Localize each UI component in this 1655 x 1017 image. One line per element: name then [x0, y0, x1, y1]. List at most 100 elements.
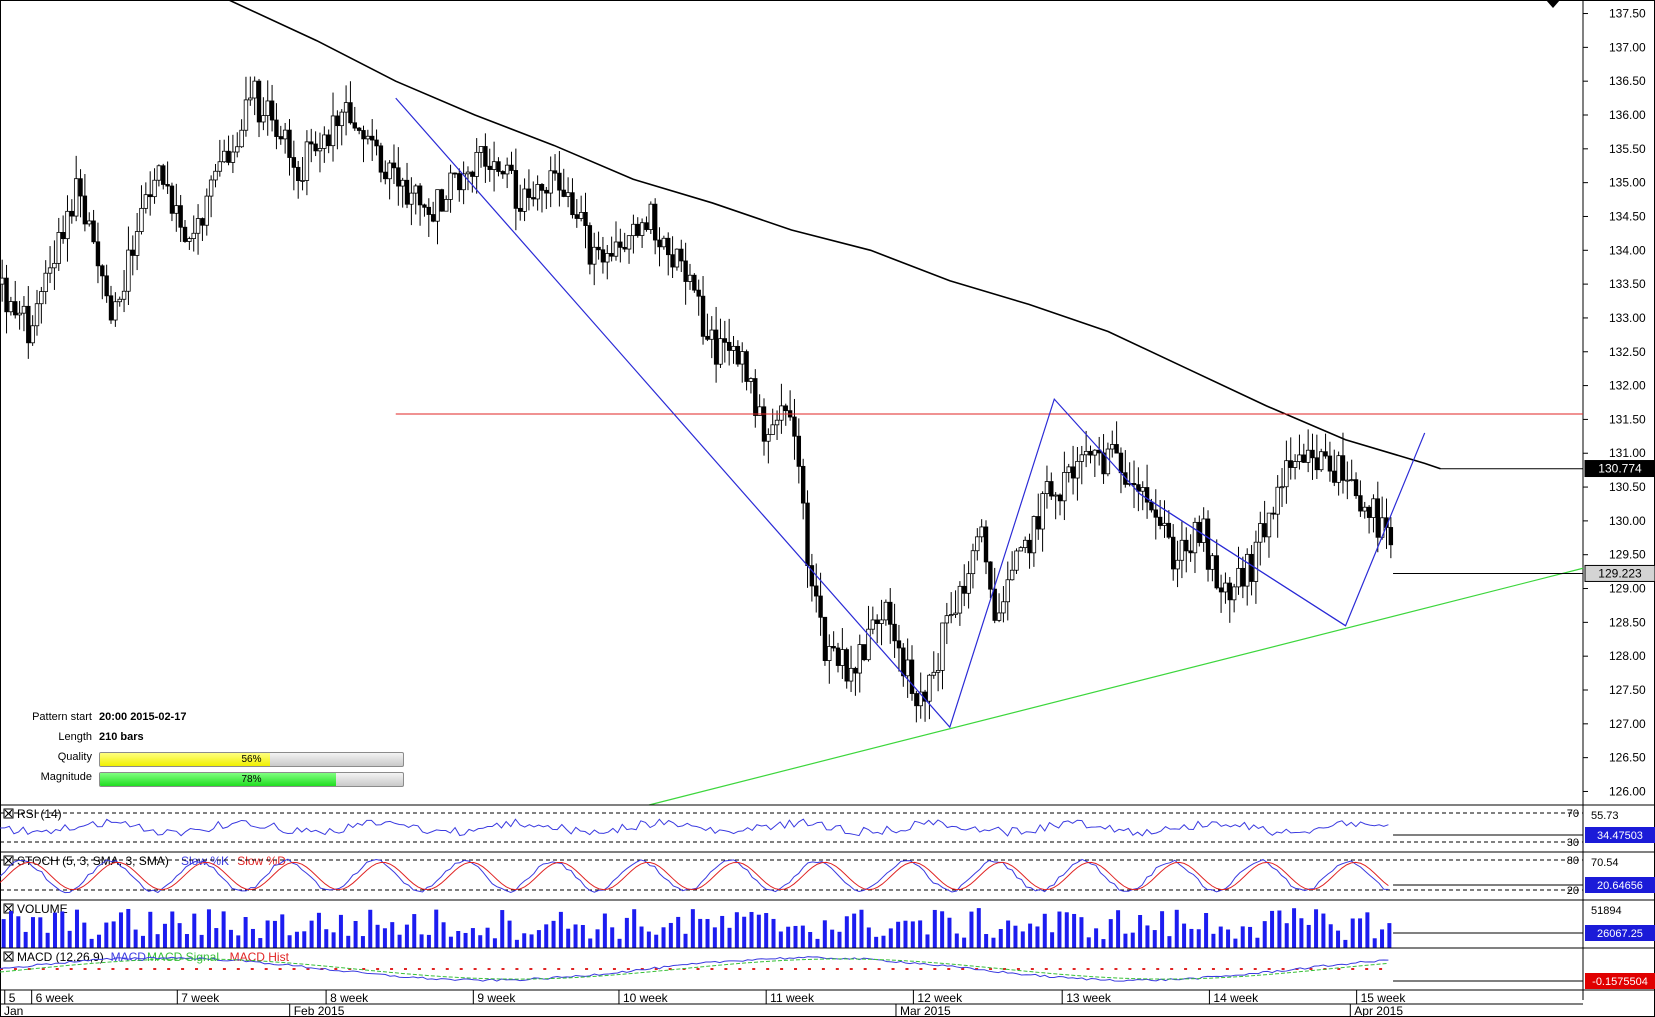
y-tick-label: 127.50: [1609, 683, 1646, 697]
candle-body: [313, 143, 318, 152]
macd-hist-bar: [417, 968, 421, 970]
volume-bar: [199, 934, 204, 948]
volume-bar: [1226, 929, 1231, 948]
volume-bar: [192, 913, 197, 948]
macd-hist-bar: [236, 968, 240, 970]
volume-bar: [903, 920, 908, 948]
y-tick-label: 128.50: [1609, 615, 1646, 629]
candle-body: [861, 644, 867, 661]
candle-body: [1001, 601, 1006, 614]
volume-bar: [654, 934, 659, 948]
candle-body: [1201, 518, 1206, 543]
candle-body: [1192, 521, 1198, 554]
volume-bar: [1299, 918, 1304, 948]
indicator-current-tag: [1585, 827, 1655, 843]
volume-bar: [162, 923, 167, 948]
candle-body: [687, 274, 693, 282]
candle-body: [230, 151, 236, 163]
macd-hist-bar: [306, 968, 310, 970]
indicator-label-volume: VOLUME: [17, 902, 68, 916]
candle-body: [1140, 487, 1145, 492]
macd-hist-bar: [1365, 968, 1369, 970]
candle-body: [34, 303, 40, 327]
volume-bar: [148, 911, 153, 948]
volume-bar: [1160, 911, 1165, 948]
pattern-quality-row: Quality 56%: [0, 748, 410, 768]
volume-bar: [793, 925, 798, 948]
volume-bar: [536, 930, 541, 948]
candle-body: [874, 619, 880, 624]
candle-body: [252, 80, 257, 99]
volume-bar: [830, 929, 835, 948]
macd-hist-bar: [849, 968, 853, 970]
volume-bars: [1, 908, 1392, 948]
volume-bar: [962, 937, 967, 948]
volume-bar: [925, 934, 930, 948]
candle-body: [1075, 460, 1080, 479]
macd-hist-bar: [181, 968, 185, 970]
week-label: 7 week: [181, 991, 220, 1005]
candle-body: [587, 225, 593, 265]
macd-hist-bar: [97, 968, 101, 970]
candle-body: [1349, 479, 1354, 482]
candle-body: [487, 165, 492, 170]
volume-bar: [82, 922, 87, 948]
candle-body: [1110, 444, 1115, 450]
volume-bar: [309, 920, 314, 948]
volume-bar: [1292, 908, 1297, 948]
candle-body: [465, 171, 471, 175]
candle-body: [979, 526, 984, 538]
candle-body: [622, 246, 627, 250]
y-tick-label: 127.00: [1609, 717, 1646, 731]
indicator-label-stoch: STOCH (5, 3, SMA, 3, SMA): [17, 854, 169, 868]
candle-body: [243, 99, 249, 131]
month-label: Apr 2015: [1354, 1004, 1403, 1017]
macd-signal-line: [0, 958, 1389, 980]
candle-body: [0, 277, 5, 285]
volume-bar: [1020, 931, 1025, 948]
magnitude-bar-fill: [100, 773, 337, 786]
moving-average-line: [227, 0, 1441, 470]
candle-body: [100, 265, 105, 277]
pattern-length-value: 210 bars: [99, 731, 144, 743]
candle-body: [82, 195, 88, 225]
candle-body: [448, 172, 453, 200]
quality-bar-value: 56%: [241, 754, 262, 765]
macd-hist-bar: [153, 968, 157, 970]
macd-hist-bar: [167, 968, 171, 970]
candle-body: [600, 249, 606, 263]
y-tick-label: 129.50: [1609, 548, 1646, 562]
candle-body: [1271, 512, 1276, 515]
macd-hist-bar: [1142, 968, 1146, 970]
macd-hist-bar: [961, 968, 965, 970]
volume-bar: [258, 938, 263, 948]
volume-bar: [16, 916, 21, 948]
candle-body: [770, 424, 775, 435]
volume-bar: [815, 938, 820, 948]
volume-bar: [485, 927, 490, 948]
y-tick-label: 132.00: [1609, 379, 1646, 393]
stoch-d-line: [0, 861, 1389, 891]
volume-bar: [1050, 932, 1055, 948]
y-tick-label: 131.50: [1609, 412, 1646, 426]
candle-body: [396, 167, 401, 187]
candle-body: [753, 378, 758, 416]
volume-bar: [272, 920, 277, 948]
volume-bar: [426, 934, 431, 948]
macd-hist-bar: [612, 968, 616, 970]
volume-bar: [610, 927, 615, 948]
pattern-start-row: Pattern start 20:00 2015-02-17: [0, 708, 410, 728]
candle-body: [1088, 450, 1093, 456]
volume-bar: [940, 911, 945, 948]
candle-body: [644, 222, 649, 230]
candle-body: [592, 246, 597, 265]
y-tick-label: 136.00: [1609, 108, 1646, 122]
indicator-legend-item: MACD Signal: [147, 950, 219, 964]
candle-body: [1297, 454, 1302, 462]
candle-body: [91, 220, 96, 243]
week-label: 15 week: [1361, 991, 1407, 1005]
candle-body: [265, 100, 270, 116]
macd-hist-bar: [1309, 968, 1313, 970]
candle-body: [1070, 466, 1076, 479]
